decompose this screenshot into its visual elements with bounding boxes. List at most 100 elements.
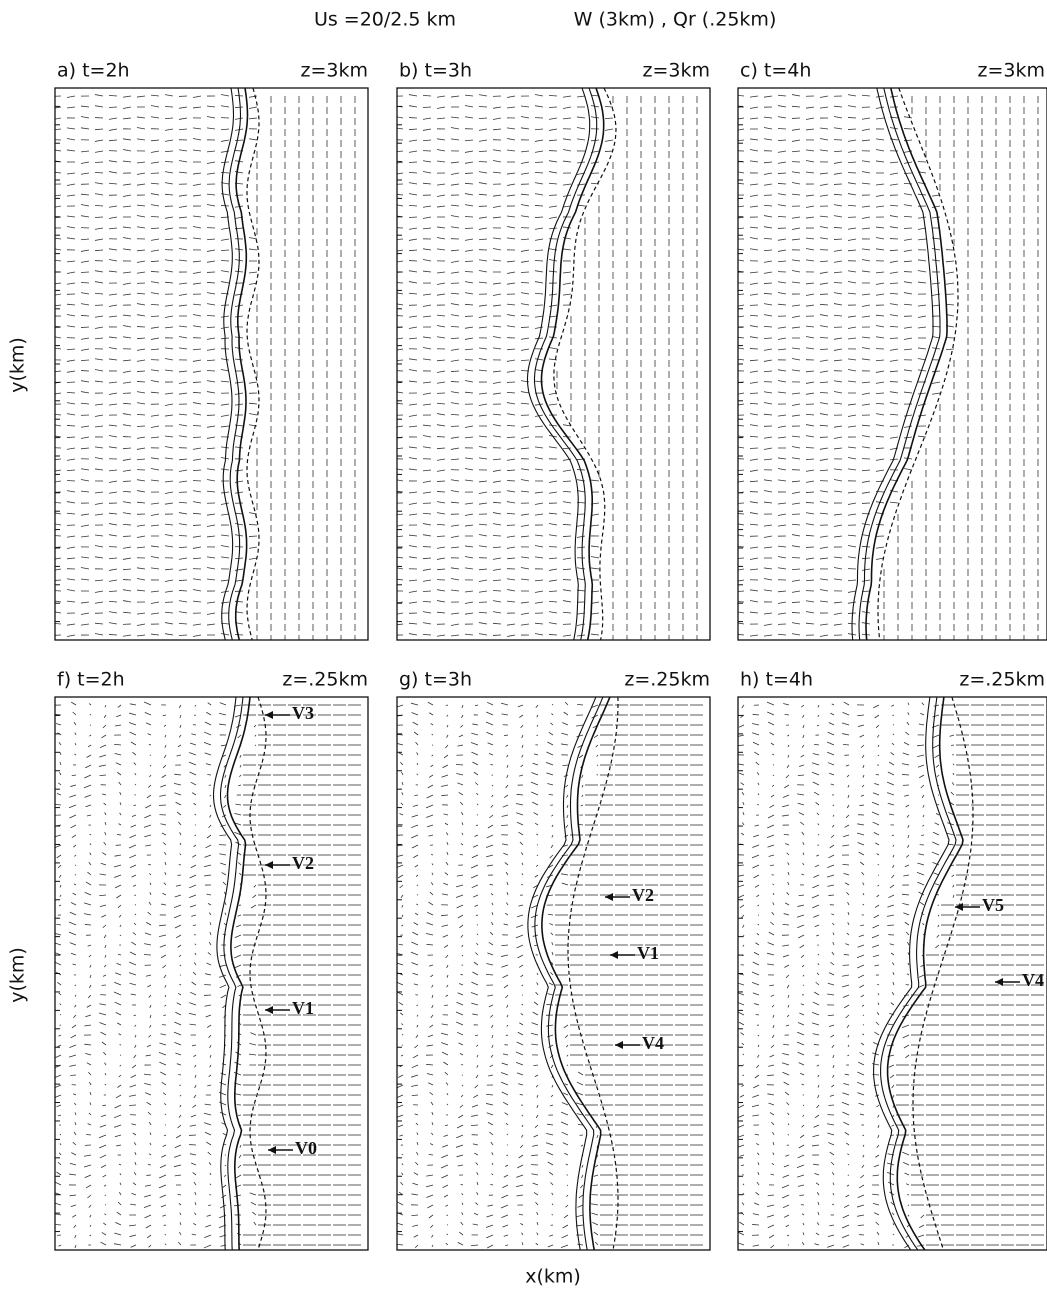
wind-vector bbox=[86, 1062, 92, 1066]
wind-vector bbox=[875, 282, 885, 285]
wind-vector bbox=[248, 535, 258, 537]
wind-vector bbox=[478, 480, 488, 483]
wind-vector bbox=[234, 812, 242, 816]
wind-vector bbox=[945, 348, 955, 351]
wind-vector bbox=[397, 337, 404, 340]
wind-vector bbox=[738, 392, 745, 395]
wind-vector bbox=[248, 381, 258, 384]
wind-vector bbox=[749, 282, 759, 285]
wind-vector bbox=[492, 611, 502, 614]
wind-vector bbox=[397, 447, 404, 450]
wind-vector bbox=[192, 348, 202, 351]
wind-vector bbox=[108, 611, 118, 614]
wind-vector bbox=[520, 215, 530, 218]
wind-vector bbox=[548, 216, 558, 219]
wind-vector bbox=[464, 502, 474, 505]
panel-label: c) t=4h bbox=[740, 60, 811, 82]
wind-vector bbox=[875, 370, 885, 373]
wind-vector bbox=[192, 260, 202, 263]
wind-vector bbox=[520, 513, 530, 516]
wind-vector bbox=[791, 347, 801, 350]
wind-vector bbox=[178, 106, 188, 109]
wind-vector bbox=[104, 704, 107, 708]
wind-vector bbox=[150, 105, 160, 108]
wind-vector bbox=[791, 94, 801, 97]
wind-vector bbox=[805, 491, 815, 493]
wind-vector bbox=[604, 150, 614, 152]
wind-vector bbox=[178, 579, 188, 581]
wind-vector bbox=[130, 864, 137, 869]
wind-vector bbox=[58, 992, 62, 996]
wind-vector bbox=[547, 741, 554, 746]
wind-vector bbox=[89, 843, 92, 846]
gust-front bbox=[553, 88, 617, 640]
wind-vector bbox=[188, 761, 197, 766]
wind-vector bbox=[164, 491, 174, 494]
wind-vector bbox=[450, 116, 460, 119]
wind-vector bbox=[143, 824, 152, 828]
wind-vector bbox=[416, 762, 419, 766]
wind-vector bbox=[149, 1132, 152, 1136]
wind-vector bbox=[875, 106, 885, 109]
wind-vector bbox=[108, 446, 118, 449]
wind-vector bbox=[118, 823, 122, 826]
wind-vector bbox=[103, 714, 107, 718]
wind-vector bbox=[749, 447, 759, 449]
wind-vector bbox=[819, 600, 829, 603]
wind-vector bbox=[219, 853, 227, 856]
wind-vector bbox=[136, 204, 146, 207]
wind-vector bbox=[192, 535, 202, 538]
wind-vector bbox=[889, 501, 899, 504]
wind-vector bbox=[422, 270, 432, 273]
wind-vector bbox=[534, 403, 544, 406]
wind-vector bbox=[94, 579, 104, 582]
wind-vector bbox=[548, 128, 558, 131]
wind-vector bbox=[520, 105, 530, 108]
wind-vector bbox=[220, 744, 227, 747]
wind-vector bbox=[562, 183, 572, 186]
wind-vector bbox=[492, 480, 502, 483]
wind-vector bbox=[431, 733, 434, 736]
wind-vector bbox=[791, 480, 801, 483]
wind-vector bbox=[234, 934, 242, 938]
wind-vector bbox=[191, 792, 197, 796]
wind-vector bbox=[833, 578, 843, 581]
wind-vector bbox=[791, 403, 801, 406]
wind-vector bbox=[532, 762, 539, 766]
wind-vector bbox=[506, 402, 516, 405]
wind-vector bbox=[576, 490, 586, 493]
wind-vector bbox=[175, 1134, 182, 1139]
wind-vector bbox=[563, 711, 569, 716]
wind-vector bbox=[159, 1042, 167, 1046]
wind-vector bbox=[164, 1113, 167, 1116]
wind-vector bbox=[98, 1134, 107, 1139]
wind-vector bbox=[478, 611, 488, 614]
wind-vector bbox=[576, 447, 586, 450]
wind-vector bbox=[478, 117, 488, 119]
wind-vector bbox=[819, 271, 829, 274]
wind-vector bbox=[136, 271, 146, 274]
wind-vector bbox=[160, 1071, 167, 1076]
wind-vector bbox=[173, 904, 182, 908]
wind-vector bbox=[144, 1214, 152, 1219]
wind-vector bbox=[562, 501, 572, 504]
wind-vector bbox=[516, 821, 524, 826]
wind-vector bbox=[426, 824, 434, 828]
wind-vector bbox=[738, 557, 745, 559]
wind-vector bbox=[534, 822, 539, 826]
wind-vector bbox=[164, 392, 174, 395]
wind-vector bbox=[219, 712, 227, 716]
wind-vector bbox=[749, 248, 759, 251]
wind-vector bbox=[546, 772, 554, 776]
wind-vector bbox=[192, 490, 202, 493]
wind-vector bbox=[566, 814, 569, 819]
wind-vector bbox=[220, 171, 230, 174]
wind-vector bbox=[502, 804, 509, 808]
wind-vector bbox=[576, 567, 586, 570]
wind-vector bbox=[478, 457, 488, 460]
wind-vector bbox=[763, 226, 773, 229]
wind-vector bbox=[224, 784, 227, 789]
wind-vector bbox=[150, 414, 160, 417]
wind-vector bbox=[150, 468, 160, 471]
wind-vector bbox=[177, 992, 182, 996]
